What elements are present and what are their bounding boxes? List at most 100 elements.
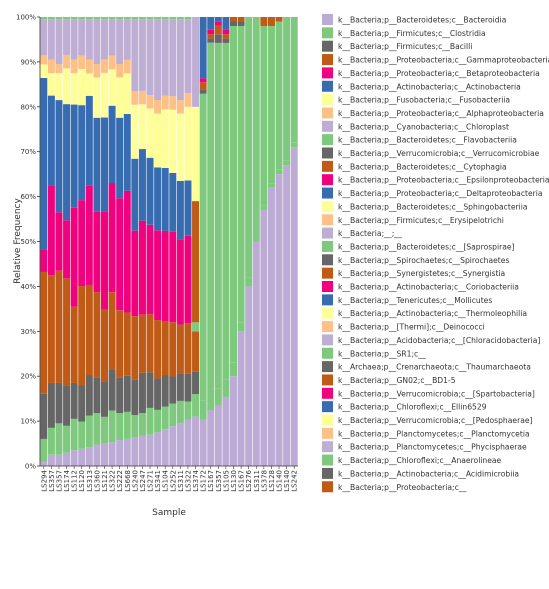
bar-segment xyxy=(138,149,146,221)
bar-segment xyxy=(101,17,108,20)
x-tick-label: LS174 xyxy=(63,469,71,491)
bar-segment xyxy=(146,372,154,408)
bar-segment xyxy=(214,17,222,22)
legend-label: k__Bacteria;p__SR1;c__ xyxy=(338,349,426,358)
y-tick-label: 60% xyxy=(20,193,36,201)
bar-segment xyxy=(93,211,101,293)
bar-segment xyxy=(78,385,86,422)
bar-segment xyxy=(93,77,101,118)
bar-segment xyxy=(161,429,169,466)
legend-item: k__Bacteria;p__Proteobacteria;c__Gammapr… xyxy=(322,54,549,66)
legend-swatch xyxy=(322,160,333,172)
bar-segment xyxy=(169,376,177,404)
bar-segment xyxy=(275,174,283,466)
bar-segment xyxy=(192,394,200,417)
legend-item: k__Bacteria;p__Proteobacteria;c__Epsilon… xyxy=(322,174,549,186)
y-tick-label: 100% xyxy=(16,14,36,22)
bar-segment xyxy=(154,378,162,410)
bar-segment xyxy=(101,59,108,73)
legend-swatch xyxy=(322,200,333,212)
bar-segment xyxy=(176,19,184,101)
bar-segment xyxy=(63,425,71,453)
legend-item: k__Bacteria;p__Verrucomicrobia;c__[Spart… xyxy=(322,387,535,399)
bar-segment xyxy=(123,73,131,115)
legend-item: k__Bacteria;p__Spirochaetes;c__Spirochae… xyxy=(322,254,509,266)
bar-segment xyxy=(169,173,177,232)
bar-segment xyxy=(214,34,222,43)
bar-segment xyxy=(214,388,222,406)
legend-swatch xyxy=(322,281,333,292)
bar-segment xyxy=(161,230,169,321)
legend-label: k__Bacteria;p__Actinobacteria;c__Actinob… xyxy=(338,82,521,91)
bar-segment xyxy=(101,19,108,60)
legend-swatch xyxy=(322,187,333,199)
bar-segment xyxy=(184,92,192,107)
x-tick-label: LS222 xyxy=(116,470,124,492)
legend-item: k__Bacteria;p__Bacteroidetes;c__Sphingob… xyxy=(322,200,528,212)
bar-segment xyxy=(116,377,124,414)
legend-item: k__Bacteria;p__Bacteroidetes;c__Bacteroi… xyxy=(322,14,506,25)
bar-segment xyxy=(214,21,222,26)
bar-segment xyxy=(161,375,169,407)
bar-segment xyxy=(146,157,154,225)
bar-segment xyxy=(192,371,200,395)
legend-item: k__Bacteria;p__Tenericutes;c__Mollicutes xyxy=(322,294,492,306)
bar-segment xyxy=(154,432,162,466)
bar-segment xyxy=(267,187,275,466)
bar-segment xyxy=(199,93,207,401)
bar-segment xyxy=(207,389,215,411)
legend-swatch xyxy=(322,94,333,106)
bar-segment xyxy=(108,19,116,56)
legend-item: k__Bacteria;p__Proteobacteria;c__Betapro… xyxy=(322,67,540,79)
x-tick-label: LS167 xyxy=(207,470,215,492)
bar-segment xyxy=(123,19,131,60)
x-tick-label: LS313 xyxy=(86,470,94,492)
bar-segment xyxy=(290,17,298,143)
bar-segment xyxy=(184,235,192,324)
bar-segment xyxy=(207,410,215,466)
bar-segment xyxy=(116,77,124,118)
legend-swatch xyxy=(322,67,333,79)
y-tick-label: 50% xyxy=(20,238,36,246)
legend-item: k__Bacteria;p__Firmicutes;c__Erysipelotr… xyxy=(322,214,504,226)
x-tick-label: LS378 xyxy=(260,470,268,492)
legend-swatch xyxy=(322,214,333,226)
bar-segment xyxy=(85,17,93,20)
bar-segment xyxy=(85,19,93,60)
bar-segment xyxy=(47,19,55,60)
legend-item: k__Bacteria;p__Firmicutes;c__Clostridia xyxy=(322,27,486,39)
bar-segment xyxy=(85,185,93,285)
legend-label: k__Bacteria;p__Bacteroidetes;c__Flavobac… xyxy=(338,136,517,145)
bar-segment xyxy=(108,105,116,184)
bar-segment xyxy=(260,17,268,26)
x-tick-label: LS104 xyxy=(162,469,170,491)
bar-segment xyxy=(78,55,86,69)
bar-segment xyxy=(78,69,86,106)
legend-item: k__Bacteria;p__Proteobacteria;c__Alphapr… xyxy=(322,107,544,119)
bar-segment xyxy=(161,109,169,168)
bar-segment xyxy=(214,42,222,389)
bar-segment xyxy=(108,292,116,370)
bar-segment xyxy=(245,17,253,278)
legend-item: k__Bacteria;__;__ xyxy=(322,227,402,239)
bar-segment xyxy=(146,407,154,435)
legend-swatch xyxy=(322,147,333,159)
legend-swatch xyxy=(322,174,333,186)
bar-segment xyxy=(78,19,86,56)
bar-segment xyxy=(161,320,169,376)
legend-label: k__Bacteria;p__Proteobacteria;c__Betapro… xyxy=(338,69,540,78)
x-tick-label: LS240 xyxy=(131,470,139,492)
legend-label: k__Bacteria;p__Verrucomicrobia;c__[Pedos… xyxy=(338,416,533,425)
legend-label: k__Bacteria;p__Verrucomicrobia;c__[Spart… xyxy=(338,389,535,398)
bar-segment xyxy=(184,419,192,466)
bar-segment xyxy=(252,241,260,466)
bar-segment xyxy=(55,423,63,455)
legend-label: k__Bacteria;p__Cyanobacteria;c__Chloropl… xyxy=(338,122,509,131)
bar-segment xyxy=(131,158,139,231)
bar-segment xyxy=(70,306,78,383)
bar-segment xyxy=(154,19,162,101)
bar-segment xyxy=(214,405,222,466)
bar-segment xyxy=(40,19,48,56)
bar-segment xyxy=(63,104,71,221)
bar-segment xyxy=(101,211,108,310)
